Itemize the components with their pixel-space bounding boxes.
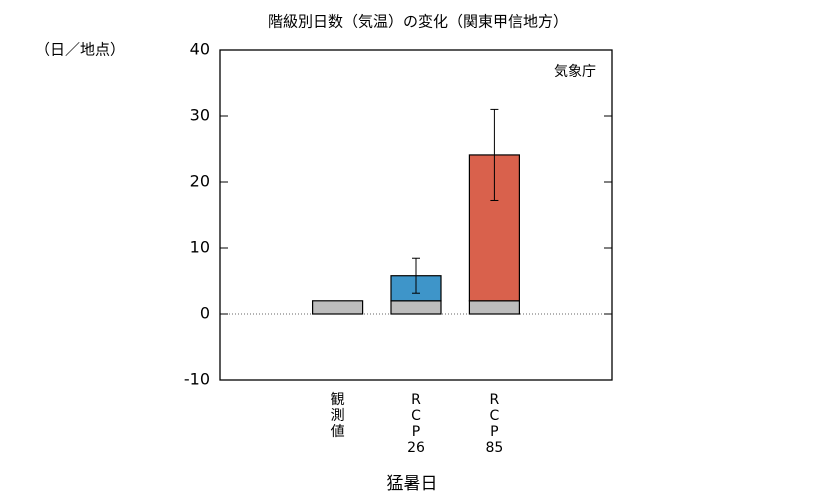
y-unit: （日／地点） (35, 41, 125, 59)
plot-frame (219, 49, 613, 381)
annotation: 気象庁 (554, 64, 596, 80)
x-tick-label: 観測値 (331, 391, 345, 440)
error-bar (412, 257, 420, 294)
y-tick-label: 30 (190, 106, 210, 125)
y-tick-label: -10 (184, 370, 210, 389)
y-tick-label: 20 (190, 172, 210, 191)
chart-title: 階級別日数（気温）の変化（関東甲信地方） (268, 13, 568, 31)
bar (312, 300, 364, 315)
y-tick-label: 40 (190, 40, 210, 59)
y-tick-label: 10 (190, 238, 210, 257)
error-bar (490, 108, 499, 201)
x-tick-label: R C P 85 (485, 392, 503, 456)
bar (468, 300, 520, 315)
bar (390, 300, 442, 315)
x-tick-label: R C P 26 (407, 392, 425, 456)
x-axis-label: 猛暑日 (387, 474, 438, 494)
y-tick-label: 0 (200, 304, 210, 323)
